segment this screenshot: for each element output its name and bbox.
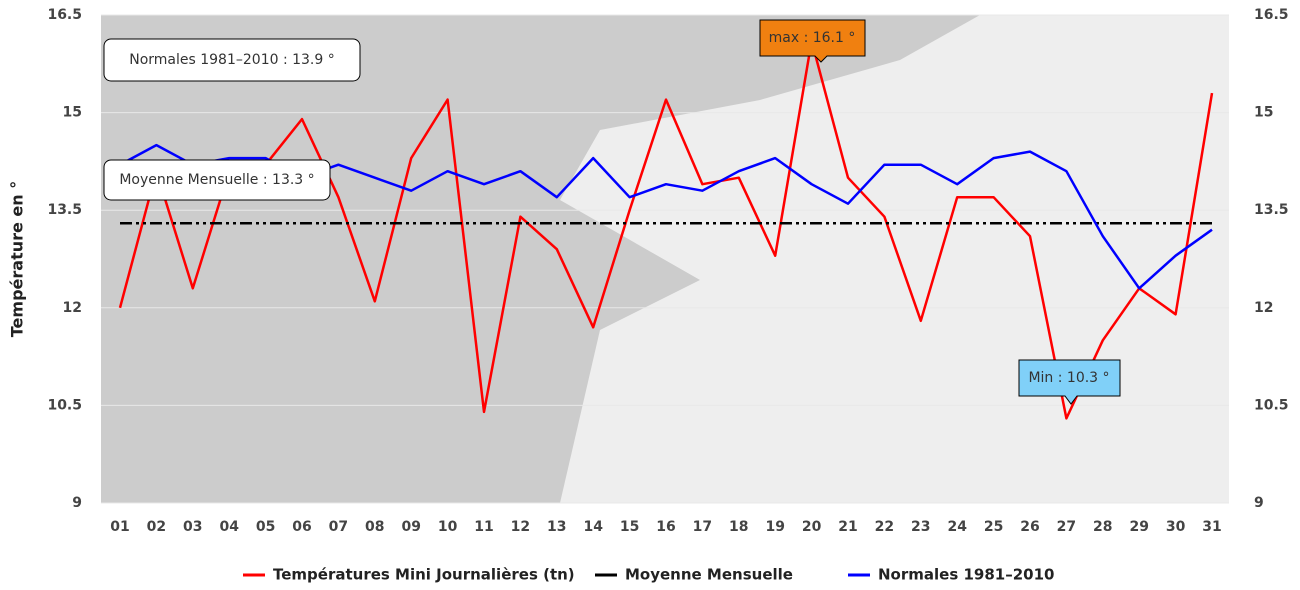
x-tick-label: 19	[765, 519, 784, 535]
annotation-text: max : 16.1 °	[769, 30, 856, 46]
x-tick-label: 16	[656, 519, 675, 535]
x-tick-label: 27	[1057, 519, 1076, 535]
x-tick-label: 10	[438, 519, 458, 535]
x-tick-label: 02	[147, 519, 166, 535]
y-axis-title: Température en °	[8, 181, 27, 337]
y2-tick-label: 16.5	[1254, 7, 1289, 23]
x-tick-label: 08	[365, 519, 384, 535]
y2-tick-label: 13.5	[1254, 202, 1289, 218]
x-tick-label: 26	[1020, 519, 1039, 535]
x-tick-label: 25	[984, 519, 1003, 535]
x-tick-label: 04	[219, 519, 239, 535]
x-tick-label: 22	[875, 519, 894, 535]
x-tick-label: 11	[474, 519, 493, 535]
x-tick-label: 24	[947, 519, 967, 535]
legend-label: Moyenne Mensuelle	[625, 566, 793, 584]
legend-label: Normales 1981–2010	[878, 566, 1054, 584]
x-tick-label: 01	[110, 519, 129, 535]
y-tick-label: 16.5	[47, 7, 82, 23]
chart: Normales 1981–2010 : 13.9 ° Moyenne Mens…	[0, 0, 1300, 586]
y-tick-label: 12	[63, 300, 82, 316]
annotation-text: Min : 10.3 °	[1028, 370, 1109, 386]
annotation-text: Normales 1981–2010 : 13.9 °	[129, 52, 335, 68]
x-tick-label: 17	[693, 519, 712, 535]
x-tick-label: 30	[1166, 519, 1186, 535]
y2-tick-label: 9	[1254, 495, 1264, 511]
x-tick-label: 18	[729, 519, 748, 535]
x-tick-label: 06	[292, 519, 311, 535]
y-tick-label: 10.5	[47, 397, 82, 413]
y2-tick-label: 12	[1254, 300, 1273, 316]
x-tick-label: 09	[401, 519, 420, 535]
x-tick-label: 29	[1129, 519, 1148, 535]
y2-tick-label: 10.5	[1254, 397, 1289, 413]
annotation-text: Moyenne Mensuelle : 13.3 °	[119, 172, 314, 188]
y-tick-label: 13.5	[47, 202, 82, 218]
x-tick-label: 28	[1093, 519, 1112, 535]
x-tick-label: 12	[511, 519, 530, 535]
x-tick-label: 31	[1202, 519, 1221, 535]
y2-tick-label: 15	[1254, 105, 1273, 121]
x-tick-label: 05	[256, 519, 275, 535]
x-tick-label: 03	[183, 519, 202, 535]
y-tick-label: 15	[63, 105, 82, 121]
x-tick-label: 21	[838, 519, 857, 535]
y-tick-label: 9	[72, 495, 82, 511]
x-tick-label: 15	[620, 519, 639, 535]
x-tick-label: 23	[911, 519, 930, 535]
x-tick-label: 07	[329, 519, 348, 535]
x-tick-label: 20	[802, 519, 822, 535]
legend-label: Températures Mini Journalières (tn)	[273, 566, 575, 584]
x-tick-label: 14	[583, 519, 603, 535]
x-tick-label: 13	[547, 519, 566, 535]
